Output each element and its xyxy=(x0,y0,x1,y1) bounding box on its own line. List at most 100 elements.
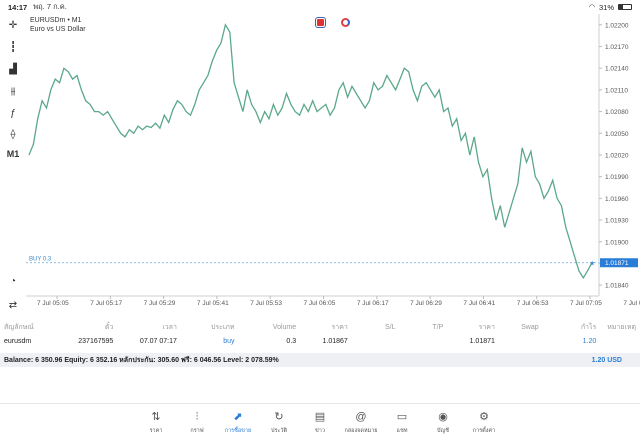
x-tick-label: 7 Jul 06:41 xyxy=(463,300,495,307)
col-sl: S/L xyxy=(385,323,396,331)
nav-quotes[interactable]: ⇅ ราคา xyxy=(136,404,177,447)
table-row[interactable]: eurusdm 237167595 07.07 07:17 buy 0.3 1.… xyxy=(0,334,640,348)
status-time: 14:17 xyxy=(8,2,28,12)
mailbox-icon: @ xyxy=(355,411,367,423)
col-profit: กำไร xyxy=(580,323,597,331)
cell-price-open: 1.01867 xyxy=(322,337,348,345)
buy-level-label: BUY 0.3 xyxy=(29,257,52,263)
chart-toolbar: ✛ ┇ ▟ ⫵ ƒ ⟠ M1 ◔ ⇄ xyxy=(0,14,26,311)
chart-canvas: 1.02200 1.02170 1.02140 1.02110 1.02080 1.020… xyxy=(26,14,640,307)
y-tick-label: 1.01930 xyxy=(605,218,629,225)
nav-accounts[interactable]: ◉ บัญชี xyxy=(423,404,464,447)
chart-type-icon[interactable]: ┇ xyxy=(9,41,17,53)
col-time: เวลา xyxy=(162,323,177,331)
function-icon[interactable]: ƒ xyxy=(10,107,16,119)
battery-percent: 31% xyxy=(598,2,614,12)
x-tick-label: 7 Jul 06:53 xyxy=(517,300,549,307)
y-tick-label: 1.02050 xyxy=(605,131,629,138)
cell-profit: 1.20 xyxy=(582,337,597,345)
nav-news[interactable]: ▤ ข่าว xyxy=(300,404,341,447)
gear-icon: ⚙ xyxy=(479,411,489,423)
table-header: สัญลักษณ์ ตั๋ว เวลา ประเภท Volume ราคา S… xyxy=(0,320,640,334)
news-icon: ▤ xyxy=(314,411,326,423)
total-profit: 1.20 USD xyxy=(591,356,622,364)
nav-label: กล่องจดหมาย xyxy=(344,428,378,434)
one-click-trading-icon[interactable]: ⇄ xyxy=(8,299,18,311)
nav-label: กราฟ xyxy=(190,428,204,434)
bottom-nav: ⇅ ราคา ⫶ กราฟ ⬈ การซื้อขาย ↻ ประวัติ ▤ ข่าว @… xyxy=(0,403,640,447)
cell-symbol: eurusdm xyxy=(4,337,32,345)
x-tick-label: 7 Jul 06:17 xyxy=(357,300,389,307)
x-tick-label: 7 Jul 06:29 xyxy=(410,300,442,307)
crosshair-icon[interactable]: ✛ xyxy=(8,19,18,31)
status-bar: 14:17 พฤ. 7 ก.ค. ◠ 31% xyxy=(0,0,640,14)
cell-time: 07.07 07:17 xyxy=(139,337,177,345)
timeframe-button[interactable]: M1 xyxy=(6,149,20,159)
status-date: พฤ. 7 ก.ค. xyxy=(33,2,67,11)
nav-mailbox[interactable]: @ กล่องจดหมาย xyxy=(341,404,382,447)
y-tick-label: 1.01900 xyxy=(605,239,629,246)
nav-settings[interactable]: ⚙ การตั้งค่า xyxy=(464,404,505,447)
nav-label: บัญชี xyxy=(437,428,449,434)
col-ticket: ตั๋ว xyxy=(104,323,114,331)
col-symbol: สัญลักษณ์ xyxy=(4,323,34,331)
usd-flag-icon xyxy=(341,18,350,27)
symbol-subtitle: Euro vs US Dollar xyxy=(30,26,86,33)
eur-flag-icon xyxy=(316,18,325,27)
price-series-line xyxy=(28,23,593,280)
x-tick-label: 7 Jul 05:05 xyxy=(37,300,69,307)
account-icon: ◉ xyxy=(438,411,448,423)
nav-label: การตั้งค่า xyxy=(472,428,496,434)
nav-chat[interactable]: ▭ แชท xyxy=(382,404,423,447)
price-chart[interactable]: EURUSDm • M1 Euro vs US Dollar 1.02200 1.… xyxy=(26,14,640,308)
symbol-title: EURUSDm • M1 xyxy=(30,17,82,24)
y-tick-label: 1.01990 xyxy=(605,174,629,181)
bar-chart-icon[interactable]: ▟ xyxy=(9,63,17,75)
col-type: ประเภท xyxy=(210,323,235,331)
y-tick-label: 1.02020 xyxy=(605,153,629,160)
nav-chart[interactable]: ⫶ กราฟ xyxy=(177,404,218,447)
col-volume: Volume xyxy=(272,323,297,331)
y-tick-label: 1.02200 xyxy=(605,22,629,29)
col-price-now: ราคา xyxy=(478,323,495,331)
cell-volume: 0.3 xyxy=(286,337,297,345)
indicators-icon[interactable]: ⫵ xyxy=(10,85,16,97)
nav-history[interactable]: ↻ ประวัติ xyxy=(259,404,300,447)
col-tp: T/P xyxy=(432,323,444,331)
balance-text: Balance: 6 350.96 Equity: 6 352.16 หลักป… xyxy=(4,356,279,364)
y-tick-label: 1.02110 xyxy=(605,87,628,94)
y-tick-label: 1.02080 xyxy=(605,109,629,116)
cell-price-now: 1.01871 xyxy=(469,337,495,345)
col-swap: Swap xyxy=(521,323,539,331)
y-tick-label: 1.02140 xyxy=(605,66,629,73)
last-price-marker: ★ xyxy=(589,260,595,268)
nav-trade[interactable]: ⬈ การซื้อขาย xyxy=(218,404,259,447)
col-price-open: ราคา xyxy=(331,323,348,331)
x-tick-label: 7 Jul 06:05 xyxy=(304,300,336,307)
currency-flags xyxy=(316,18,350,27)
objects-icon[interactable]: ⟠ xyxy=(10,128,16,140)
x-tick-label: 7 Jul 05:29 xyxy=(144,300,176,307)
y-tick-label: 1.02170 xyxy=(605,44,629,51)
battery-icon xyxy=(618,4,632,10)
trades-table: สัญลักษณ์ ตั๋ว เวลา ประเภท Volume ราคา S… xyxy=(0,320,640,348)
nav-label: การซื้อขาย xyxy=(224,428,252,434)
x-tick-label: 7 Jul 05:41 xyxy=(197,300,229,307)
col-comment: หมายเหตุ xyxy=(607,323,637,331)
gauge-icon[interactable]: ◔ xyxy=(9,275,17,287)
cell-ticket: 237167595 xyxy=(78,337,114,345)
x-tick-label: 7 Jul 05:17 xyxy=(90,300,122,307)
current-price-label: 1.01871 xyxy=(605,260,629,267)
y-tick-label: 1.01840 xyxy=(605,283,629,290)
quotes-icon: ⇅ xyxy=(151,411,161,423)
trade-icon: ⬈ xyxy=(233,411,243,423)
current-price-box xyxy=(600,258,638,268)
balance-bar: Balance: 6 350.96 Equity: 6 352.16 หลักป… xyxy=(0,353,640,367)
y-tick-label: 1.01960 xyxy=(605,196,629,203)
x-tick-label: 7 Jul 07:17 xyxy=(623,300,640,307)
wifi-icon: ◠ xyxy=(588,4,595,11)
cell-type: buy xyxy=(223,337,235,345)
chart-icon: ⫶ xyxy=(195,411,199,423)
nav-label: แชท xyxy=(396,428,408,434)
chart-title: EURUSDm • M1 Euro vs US Dollar xyxy=(30,16,86,34)
